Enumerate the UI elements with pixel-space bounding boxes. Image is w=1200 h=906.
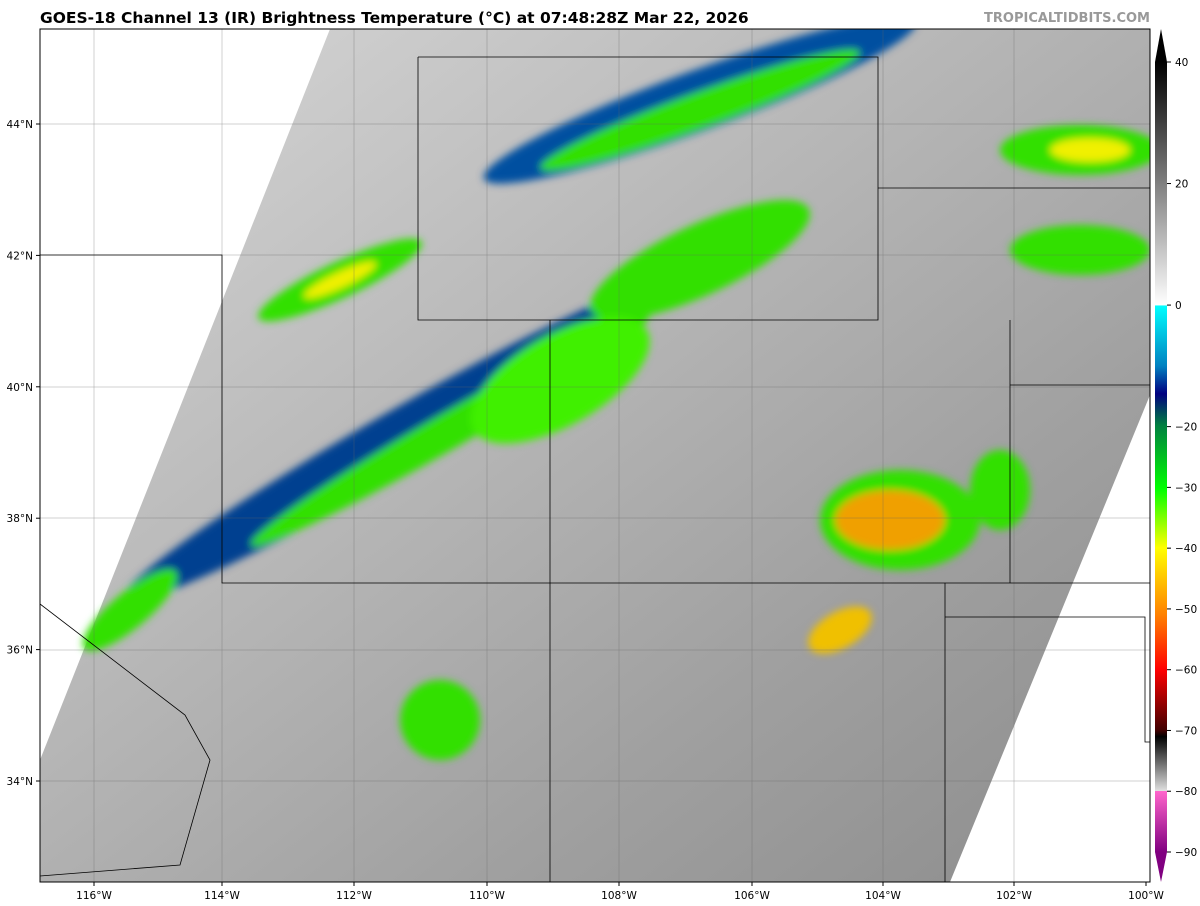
- lat-tick-label: 42°N: [7, 250, 33, 262]
- colorbar-tick-label: −20: [1175, 422, 1197, 434]
- lon-tick-label: 112°W: [336, 890, 372, 902]
- lat-axis: 44°N 42°N 40°N 38°N 36°N 34°N: [7, 119, 40, 788]
- lon-tick-label: 110°W: [469, 890, 505, 902]
- colorbar-tick-label: −80: [1175, 786, 1197, 798]
- lon-tick-label: 104°W: [865, 890, 901, 902]
- colorbar-tick-label: −60: [1175, 665, 1197, 677]
- lon-tick-label: 114°W: [204, 890, 240, 902]
- lon-tick-label: 108°W: [601, 890, 637, 902]
- lon-tick-label: 102°W: [996, 890, 1032, 902]
- lon-tick-label: 106°W: [734, 890, 770, 902]
- map-title: GOES-18 Channel 13 (IR) Brightness Tempe…: [40, 9, 749, 27]
- colorbar-tick-label: 0: [1175, 300, 1182, 312]
- lon-tick-label: 116°W: [76, 890, 112, 902]
- map-frame: [39, 28, 1151, 883]
- lat-tick-label: 44°N: [7, 119, 33, 131]
- lat-tick-label: 34°N: [7, 776, 33, 788]
- lon-tick-label: 100°W: [1128, 890, 1164, 902]
- colorbar-tick-label: 40: [1175, 57, 1188, 69]
- colorbar-tick-label: −30: [1175, 482, 1197, 494]
- state-borders: [40, 29, 1150, 882]
- colorbar-tick-label: −40: [1175, 543, 1197, 555]
- colorbar-tick-label: 20: [1175, 179, 1188, 191]
- lon-axis: 116°W 114°W 112°W 110°W 108°W 106°W 104°W 102°W…: [76, 882, 1164, 902]
- colorbar: 40 20 0 −20 −30 −40 −50 −60 −70 −80 −90: [1155, 29, 1197, 882]
- lat-tick-label: 36°N: [7, 645, 33, 657]
- graticule: [40, 29, 1150, 882]
- lat-tick-label: 38°N: [7, 513, 33, 525]
- colorbar-tick-label: −90: [1175, 847, 1197, 859]
- colorbar-tick-label: −50: [1175, 604, 1197, 616]
- colorbar-tick-label: −70: [1175, 725, 1197, 737]
- watermark: TROPICALTIDBITS.COM: [984, 11, 1150, 26]
- cloud-tops: [82, 29, 1150, 760]
- lat-tick-label: 40°N: [7, 382, 33, 394]
